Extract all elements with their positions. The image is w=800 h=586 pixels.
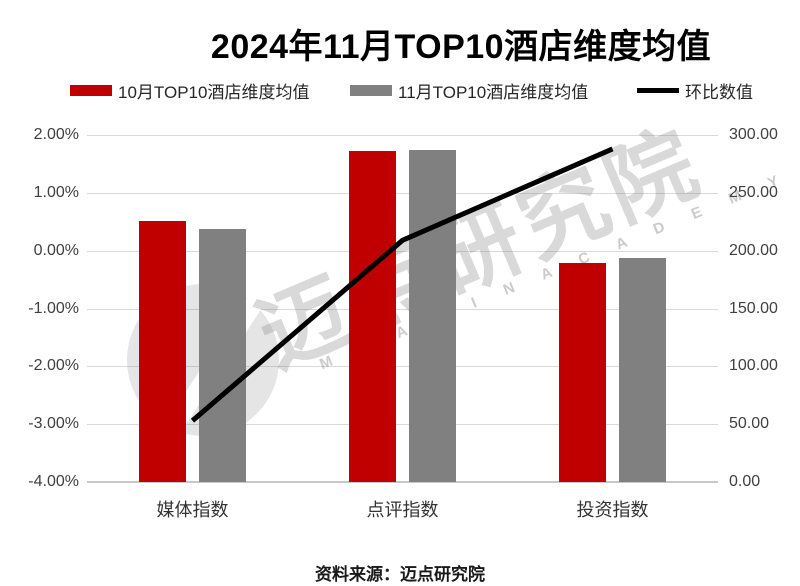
y-axis-tick-label-left: -4.00% — [28, 473, 79, 490]
x-axis-label-1: 点评指数 — [366, 500, 439, 520]
bar-november-0 — [199, 229, 246, 482]
trend-line — [190, 146, 614, 423]
legend-item-october-bars: 10月TOP10酒店维度均值 — [70, 79, 310, 102]
gridline — [87, 192, 718, 194]
x-axis-line — [87, 481, 718, 483]
y-axis-tick-label-right: 200.00 — [729, 241, 778, 259]
y-axis-tick-label-right: 150.00 — [729, 299, 778, 317]
gridline — [87, 308, 718, 310]
y-axis-tick-label-right: 100.00 — [729, 357, 778, 375]
x-axis-label-2: 投资指数 — [576, 500, 649, 520]
y-axis-tick-label-left: 1.00% — [33, 183, 79, 201]
bar-october-2 — [559, 262, 606, 482]
legend-item-trend-line: 环比数值 — [637, 79, 753, 102]
bar-october-0 — [139, 220, 186, 482]
gridline — [87, 250, 718, 252]
y-axis-tick-label-right: 50.00 — [729, 415, 770, 433]
legend-label-october: 10月TOP10酒店维度均值 — [118, 82, 310, 102]
legend-swatch-trend-line — [637, 87, 679, 93]
bar-november-1 — [409, 150, 456, 482]
gridline — [87, 366, 718, 368]
gridline — [87, 424, 718, 426]
y-axis-tick-label-left: 2.00% — [33, 126, 79, 143]
gridline — [87, 135, 718, 136]
y-axis-tick-label-left: -2.00% — [28, 357, 79, 375]
source-note: 资料来源：迈点研究院 — [315, 565, 485, 584]
legend-label-november: 11月TOP10酒店维度均值 — [398, 82, 589, 102]
y-axis-tick-label-right: 0.00 — [729, 473, 761, 490]
y-axis-tick-label-right: 250.00 — [729, 183, 778, 201]
bar-october-1 — [349, 151, 396, 482]
x-axis-label-0: 媒体指数 — [156, 500, 229, 520]
chart-title: 2024年11月TOP10酒店维度均值 — [210, 28, 712, 66]
y-axis-tick-label-left: -3.00% — [28, 415, 79, 433]
y-axis-tick-label-left: -1.00% — [28, 299, 79, 317]
legend-swatch-october — [70, 84, 112, 96]
y-axis-tick-label-left: 0.00% — [33, 241, 79, 259]
legend-item-november-bars: 11月TOP10酒店维度均值 — [350, 79, 589, 102]
y-axis-tick-label-right: 300.00 — [729, 126, 778, 143]
bar-november-2 — [619, 258, 666, 482]
legend-swatch-november — [350, 84, 392, 96]
legend-label-trend-line: 环比数值 — [685, 82, 753, 102]
